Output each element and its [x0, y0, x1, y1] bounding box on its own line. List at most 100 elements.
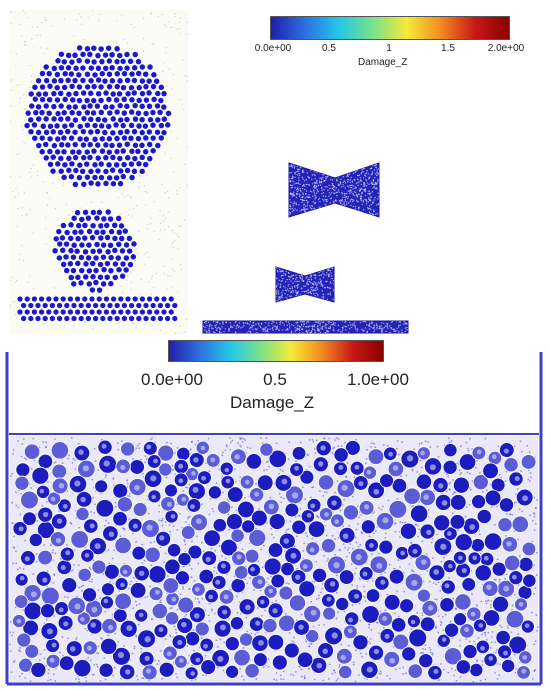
background-dot: [33, 47, 35, 49]
grain-particle: [131, 545, 147, 561]
background-dot: [119, 213, 121, 215]
grain-particle: [129, 582, 147, 599]
background-dot: [166, 85, 168, 87]
background-dot: [182, 59, 184, 61]
background-dot: [130, 272, 132, 275]
grain-particle: [439, 597, 455, 613]
background-dot: [130, 281, 133, 284]
background-dot: [23, 94, 25, 96]
background-dot: [29, 209, 31, 211]
grain-particle: [229, 616, 244, 631]
background-dot: [176, 189, 178, 192]
background-dot: [46, 191, 48, 193]
background-dot: [31, 175, 33, 177]
grain-particle: [410, 504, 429, 523]
background-dot: [40, 47, 42, 49]
background-dot: [30, 81, 32, 83]
background-dot: [53, 287, 55, 289]
background-dot: [175, 332, 177, 334]
background-dot: [176, 291, 179, 293]
grain-particle: [333, 447, 349, 463]
background-dot: [135, 327, 137, 329]
background-dot: [20, 83, 22, 86]
background-dot: [168, 197, 170, 199]
grain-particle: [390, 617, 407, 633]
background-dot: [181, 103, 183, 105]
grain-particle: [401, 646, 417, 662]
background-dot: [186, 80, 188, 82]
background-dot: [152, 43, 154, 45]
background-dot: [57, 218, 60, 221]
grain-particle: [129, 459, 145, 475]
grain-particle: [338, 569, 355, 585]
background-dot: [171, 242, 174, 244]
background-dot: [171, 230, 173, 232]
background-dot: [11, 276, 14, 278]
background-dot: [180, 225, 182, 227]
background-dot: [27, 281, 29, 283]
grain-particle: [30, 661, 47, 678]
background-dot: [10, 176, 11, 178]
background-dot: [17, 193, 20, 195]
background-dot: [138, 186, 140, 188]
grain-particle: [164, 483, 178, 498]
background-dot: [136, 204, 138, 207]
background-dot: [45, 243, 47, 245]
background-dot: [150, 293, 153, 295]
background-dot: [127, 194, 129, 196]
grain-particle: [158, 462, 173, 477]
grain-particle: [101, 582, 115, 597]
grain-particle: [241, 519, 256, 534]
grain-particle: [164, 558, 181, 575]
grain-particle: [504, 554, 521, 572]
background-dot: [19, 23, 21, 25]
background-dot: [126, 148, 129, 150]
background-dot: [22, 129, 24, 131]
background-dot: [150, 12, 152, 14]
background-dot: [39, 34, 41, 36]
background-dot: [123, 196, 126, 198]
grain-particle: [31, 466, 50, 485]
grain-particle: [230, 528, 245, 543]
grain-particle: [449, 514, 466, 530]
grain-particle: [51, 463, 68, 480]
background-dot: [13, 301, 15, 303]
background-dot: [10, 307, 11, 309]
background-dot: [172, 74, 175, 76]
background-dot: [153, 325, 155, 327]
grain-particle: [100, 637, 118, 655]
background-dot: [143, 253, 146, 255]
grain-particle: [177, 552, 192, 567]
grain-particle: [471, 494, 487, 510]
grain-particle: [415, 473, 433, 490]
background-dot: [71, 210, 74, 212]
background-dot: [99, 13, 102, 15]
background-dot: [78, 13, 80, 15]
background-dot: [180, 268, 182, 271]
background-dot: [10, 11, 12, 13]
background-dot: [16, 84, 19, 86]
background-dot: [10, 52, 11, 54]
background-dot: [23, 44, 25, 46]
grain-particle: [58, 655, 75, 671]
background-dot: [45, 228, 47, 230]
grain-particle: [320, 538, 337, 554]
grain-particle: [474, 564, 492, 582]
background-dot: [186, 21, 188, 23]
background-dot: [32, 232, 34, 234]
background-dot: [43, 52, 45, 54]
background-dot: [161, 141, 163, 143]
grain-particle: [307, 520, 326, 538]
grain-particle: [165, 611, 180, 626]
background-dot: [145, 204, 147, 206]
background-dot: [159, 329, 162, 331]
background-dot: [176, 233, 178, 235]
background-dot: [26, 213, 28, 215]
grain-particle: [483, 532, 503, 551]
grain-particle: [224, 636, 240, 652]
background-dot: [131, 48, 133, 50]
grain-particle: [132, 502, 148, 517]
background-dot: [10, 105, 12, 107]
background-dot: [97, 189, 100, 192]
grain-particle: [203, 529, 221, 547]
